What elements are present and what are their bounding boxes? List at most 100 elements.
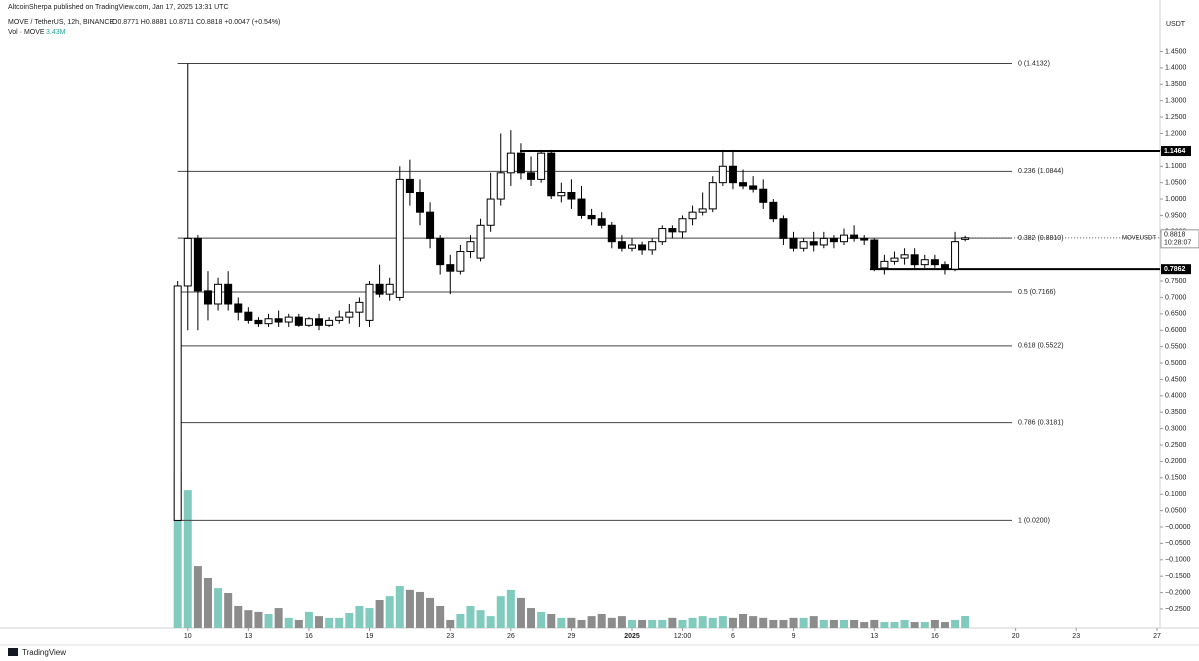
- volume-bar: [799, 617, 808, 628]
- volume-bar: [527, 608, 536, 628]
- x-tick-label: 19: [366, 633, 374, 640]
- y-tick-label: 0.7000: [1165, 294, 1187, 301]
- fib-label: 0.236 (1.0844): [1018, 168, 1064, 175]
- y-tick-label: 1.0000: [1165, 196, 1187, 203]
- candle-body: [850, 234, 859, 239]
- y-tick-label: 0.2000: [1165, 458, 1187, 465]
- volume-name: Vol · MOVE: [8, 29, 45, 36]
- candle-body: [516, 152, 525, 174]
- volume-value: 3.43M: [46, 29, 66, 36]
- candle-body: [597, 218, 606, 226]
- candle-body: [638, 244, 647, 251]
- volume-bar: [718, 616, 727, 628]
- volume-bar: [607, 617, 616, 628]
- volume-bar: [577, 619, 586, 628]
- candle-body: [193, 237, 202, 292]
- candle-body: [375, 283, 384, 295]
- volume-bar: [840, 619, 849, 628]
- x-tick-label: 16: [931, 633, 939, 640]
- volume-bar: [224, 593, 233, 628]
- x-tick-label: 9: [792, 633, 796, 640]
- candle-body: [890, 257, 899, 262]
- candle-body: [749, 185, 758, 190]
- volume-bar: [405, 589, 414, 628]
- y-tick-label: −0.2500: [1165, 606, 1191, 613]
- volume-bar: [930, 619, 939, 628]
- volume-bar: [678, 619, 687, 628]
- volume-bar: [284, 617, 293, 628]
- candle-body: [476, 224, 485, 259]
- candle-body: [456, 251, 465, 272]
- candle-body: [678, 218, 687, 233]
- candle-body: [345, 311, 354, 318]
- candle-body: [446, 264, 455, 272]
- volume-bar: [315, 616, 324, 628]
- candle-body: [365, 283, 374, 321]
- volume-bar: [547, 614, 556, 628]
- candle-body: [688, 211, 697, 220]
- candle-body: [708, 182, 717, 210]
- candle-body: [335, 316, 344, 321]
- candle-body: [860, 237, 869, 241]
- y-tick-label: −0.1000: [1165, 557, 1191, 564]
- fib-label: 0.618 (0.5522): [1018, 343, 1064, 350]
- volume-bar: [325, 617, 334, 628]
- candle-body: [254, 319, 263, 325]
- y-tick-label: 0.1000: [1165, 491, 1187, 498]
- candle-body: [436, 237, 445, 266]
- candle-body: [527, 172, 536, 180]
- x-tick-label: 2025: [624, 633, 640, 640]
- fib-label: 0 (1.4132): [1018, 60, 1050, 67]
- y-tick-label: 1.3500: [1165, 81, 1187, 88]
- candle-body: [840, 234, 849, 243]
- candle-body: [244, 311, 253, 321]
- y-tick-label: 1.4000: [1165, 65, 1187, 72]
- volume-bar: [759, 617, 768, 628]
- y-tick-label: −0.1500: [1165, 573, 1191, 580]
- volume-bar: [617, 616, 626, 628]
- volume-bar: [769, 619, 778, 628]
- candle-body: [466, 241, 475, 253]
- candle-body: [567, 191, 576, 200]
- fib-label: 0.5 (0.7166): [1018, 289, 1056, 296]
- y-tick-label: 0.3000: [1165, 425, 1187, 432]
- candle-body: [587, 214, 596, 220]
- candle-body: [698, 208, 707, 213]
- volume-bar: [415, 591, 424, 628]
- last-price-label: 0.8818: [1164, 232, 1186, 239]
- candle-body: [173, 285, 182, 521]
- volume-bar: [446, 619, 455, 628]
- volume-bar: [234, 605, 243, 628]
- fib-label: 0.382 (0.8810): [1018, 235, 1064, 242]
- candle-body: [496, 172, 505, 200]
- volume-bar: [688, 617, 697, 628]
- volume-bar: [627, 619, 636, 628]
- x-tick-label: 23: [446, 633, 454, 640]
- candle-body: [728, 165, 737, 184]
- volume-bar: [940, 622, 949, 628]
- volume-bar: [345, 612, 354, 628]
- volume-bar: [850, 619, 859, 628]
- volume-bar: [395, 586, 404, 628]
- volume-bar: [779, 619, 788, 628]
- volume-bar: [274, 608, 283, 628]
- candle-body: [325, 319, 334, 326]
- level-tag: [1161, 146, 1191, 157]
- candle-body: [617, 241, 626, 249]
- x-tick-label: 12:00: [674, 633, 692, 640]
- candle-body: [355, 301, 364, 313]
- x-tick-label: 23: [1072, 633, 1080, 640]
- volume-bar: [749, 616, 758, 628]
- y-tick-label: 0.0500: [1165, 507, 1187, 514]
- volume-bar: [587, 616, 596, 628]
- y-tick-label: 1.3000: [1165, 98, 1187, 105]
- volume-bar: [355, 605, 364, 628]
- y-tick-label: 0.7500: [1165, 278, 1187, 285]
- volume-bar: [658, 619, 667, 628]
- volume-bar: [335, 617, 344, 628]
- volume-bar: [739, 614, 748, 628]
- volume-bar: [244, 610, 253, 628]
- candle-body: [284, 316, 293, 323]
- candle-body: [506, 152, 515, 174]
- candle-body: [880, 260, 889, 269]
